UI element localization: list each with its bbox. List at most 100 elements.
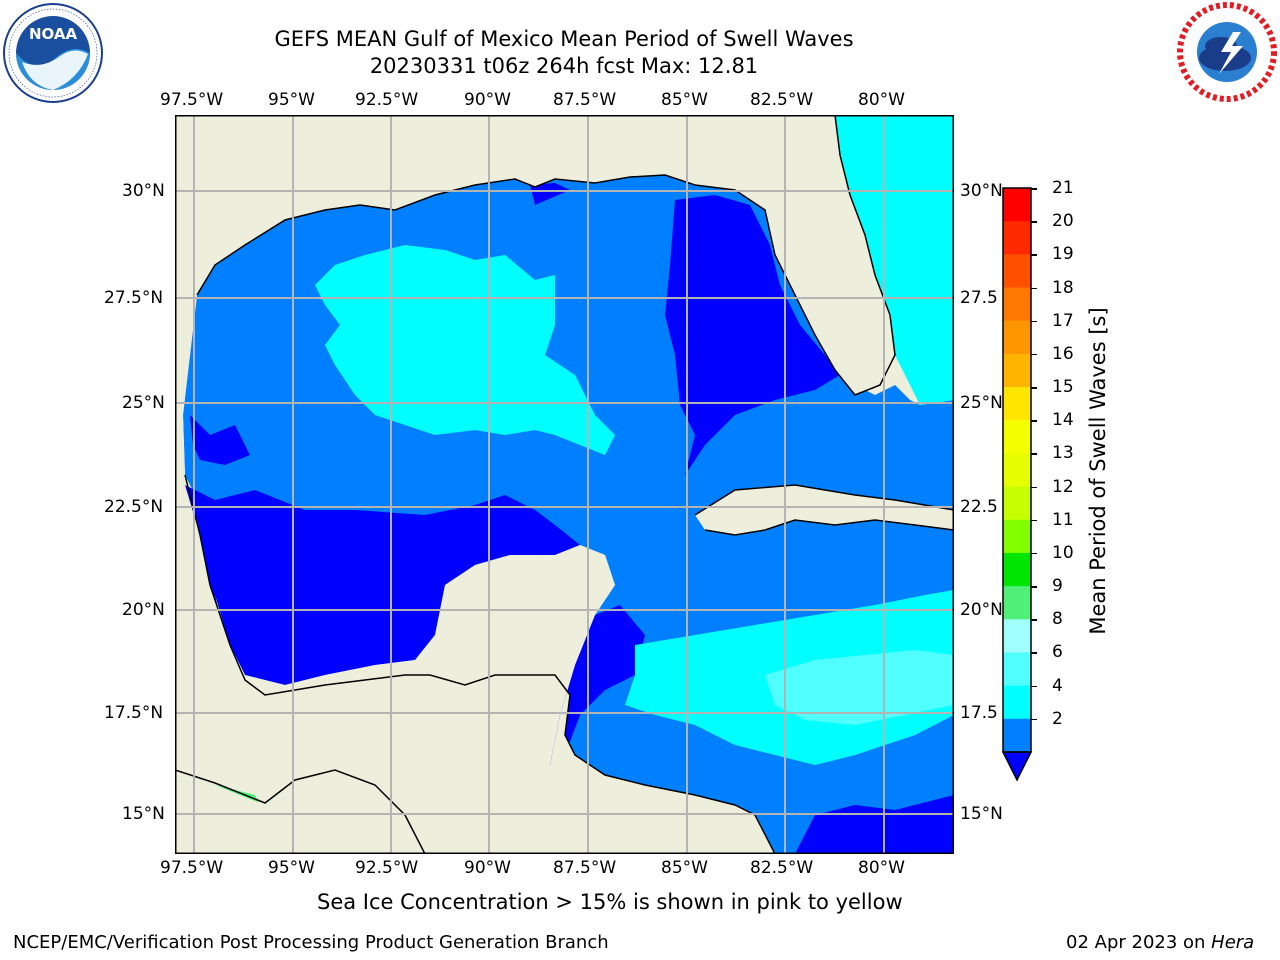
graticule xyxy=(175,115,954,854)
land-cuba xyxy=(695,485,954,535)
chart-subtitle: 20230331 t06z 264h fcst Max: 12.81 xyxy=(369,54,759,78)
map-frame xyxy=(175,115,954,854)
lat-label: 20°N xyxy=(960,600,1003,620)
colorbar-tick-label: 4 xyxy=(1052,675,1063,696)
colorbar-cell xyxy=(1003,221,1031,255)
lat-label: 30°N xyxy=(122,181,165,201)
colorbar-tick-label: 14 xyxy=(1052,410,1074,431)
colorbar-cell xyxy=(1003,387,1031,421)
colorbar-cell xyxy=(1003,486,1031,521)
chart-title: GEFS MEAN Gulf of Mexico Mean Period of … xyxy=(274,27,854,51)
colorbar-tick-mark xyxy=(1031,353,1037,356)
lat-label: 20°N xyxy=(122,600,165,620)
colorbar-cell xyxy=(1003,519,1031,554)
colorbar-cell xyxy=(1003,188,1031,222)
colorbar-tick-label: 18 xyxy=(1052,277,1074,298)
colorbar-tick-mark xyxy=(1031,486,1037,489)
colorbar-tick-mark xyxy=(1031,453,1037,455)
lon-label: 80°W xyxy=(858,90,905,110)
gulf-water-under-2-west xyxy=(185,485,580,685)
land-florida xyxy=(765,115,895,395)
colorbar-tick-label: 12 xyxy=(1052,476,1074,497)
colorbar-tick-mark xyxy=(1031,652,1037,654)
colorbar-tick-mark xyxy=(1031,685,1037,688)
lon-label: 85°W xyxy=(661,858,708,878)
sea-ice-note: Sea Ice Concentration > 15% is shown in … xyxy=(317,890,903,914)
colorbar-cell xyxy=(1003,718,1031,753)
caribbean-water-6-8 xyxy=(765,650,954,725)
lat-label: 22.5°N xyxy=(104,497,164,517)
caribbean-water-under-2-west xyxy=(550,605,645,765)
lat-label: 27.5°N xyxy=(104,288,164,308)
colorbar-tick-label: 15 xyxy=(1052,377,1074,398)
land-us-gulf-coast xyxy=(175,115,765,485)
colorbar-tick-mark xyxy=(1031,320,1037,323)
gulf-water-under-2-north xyxy=(530,183,570,205)
colorbar-tick-mark xyxy=(1031,586,1037,588)
colorbar-tick-label: 2 xyxy=(1052,708,1063,729)
colorbar-frame xyxy=(1002,187,1032,753)
colorbar-cell xyxy=(1003,652,1031,687)
colorbar-tick-label: 21 xyxy=(1052,178,1074,198)
colorbar-cell xyxy=(1003,320,1031,355)
lon-label: 82.5°W xyxy=(750,858,814,878)
colorbar-tick-mark xyxy=(1031,718,1037,721)
gulf-water-under-2-sw xyxy=(190,415,250,465)
colorbar xyxy=(1001,187,1033,782)
lon-label: 85°W xyxy=(661,90,708,110)
lon-label: 82.5°W xyxy=(750,90,814,110)
land-mexico-yucatan xyxy=(175,545,775,854)
caribbean-water-under-2-se xyxy=(795,795,954,854)
lat-label: 15°N xyxy=(960,804,1003,824)
colorbar-tick-mark xyxy=(1031,552,1037,555)
lon-label: 80°W xyxy=(858,858,905,878)
gulf-water-under-2-east xyxy=(665,195,840,475)
colorbar-tick-mark xyxy=(1031,387,1037,389)
colorbar-extend-arrow xyxy=(1001,751,1033,782)
lat-label: 25°N xyxy=(122,393,165,413)
colorbar-tick-mark xyxy=(1031,287,1037,290)
colorbar-tick-mark xyxy=(1031,519,1037,522)
colorbar-cells xyxy=(1003,188,1031,753)
colorbar-cell xyxy=(1003,685,1031,720)
nws-logo-icon xyxy=(1177,2,1277,102)
colorbar-tick-label: 16 xyxy=(1052,343,1074,364)
producer-credit: NCEP/EMC/Verification Post Processing Pr… xyxy=(13,932,609,953)
coastline-mexico xyxy=(184,474,776,854)
coastline xyxy=(196,115,896,396)
colorbar-tick-label: 13 xyxy=(1052,443,1074,464)
colorbar-tick-label: 9 xyxy=(1052,576,1063,597)
run-date-text: 02 Apr 2023 on xyxy=(1066,932,1212,953)
noaa-logo-icon: NOAA xyxy=(3,3,103,103)
lon-label: 90°W xyxy=(464,858,511,878)
lon-label: 97.5°W xyxy=(160,858,224,878)
lon-label: 87.5°W xyxy=(553,90,617,110)
lon-label: 95°W xyxy=(268,90,315,110)
colorbar-tick-label: 11 xyxy=(1052,509,1074,530)
lon-label: 87.5°W xyxy=(553,858,617,878)
colorbar-tick-label: 8 xyxy=(1052,609,1063,630)
lat-label: 25°N xyxy=(960,393,1003,413)
colorbar-tick-label: 20 xyxy=(1052,211,1074,232)
colorbar-tick-mark xyxy=(1031,619,1037,621)
lat-label: 17.5°N xyxy=(104,703,164,723)
colorbar-cell xyxy=(1003,619,1031,653)
colorbar-cell xyxy=(1003,420,1031,454)
lat-label: 15°N xyxy=(122,804,165,824)
colorbar-cell xyxy=(1003,453,1031,488)
colorbar-tick-label: 6 xyxy=(1052,642,1063,663)
lon-label: 95°W xyxy=(268,858,315,878)
colorbar-cell xyxy=(1003,254,1031,289)
lat-label: 17.5 xyxy=(960,703,998,723)
lon-label: 92.5°W xyxy=(355,90,419,110)
run-machine: Hera xyxy=(1211,932,1255,953)
coastline-cuba xyxy=(694,484,954,536)
lat-label: 30°N xyxy=(960,181,1003,201)
colorbar-tick-mark xyxy=(1031,420,1037,422)
colorbar-tick-mark xyxy=(1031,188,1037,190)
colorbar-cell xyxy=(1003,586,1031,620)
colorbar-tick-mark xyxy=(1031,221,1037,223)
coastline-pacific xyxy=(175,769,426,854)
lat-label: 27.5 xyxy=(960,288,998,308)
colorbar-tick-label: 10 xyxy=(1052,542,1074,563)
